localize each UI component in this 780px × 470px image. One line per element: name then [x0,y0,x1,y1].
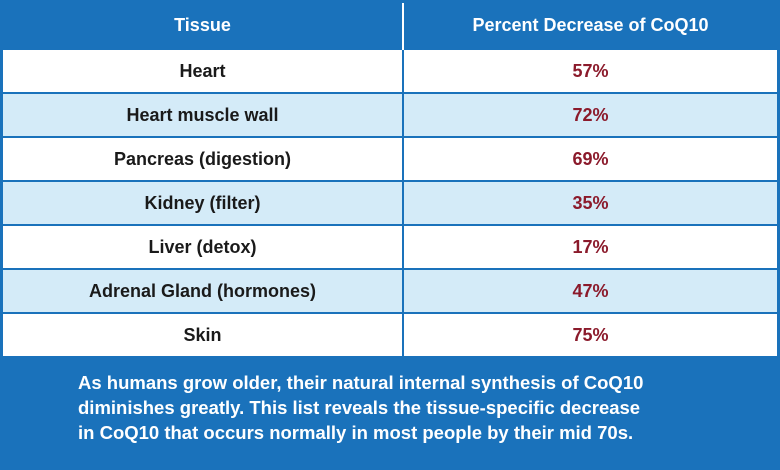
percent-cell: 35% [403,180,777,225]
coq10-table: Tissue Percent Decrease of CoQ10 Heart 5… [3,3,777,356]
tissue-cell: Kidney (filter) [3,180,404,225]
table-row: Kidney (filter) 35% [3,180,777,225]
tissue-cell: Liver (detox) [3,224,404,269]
table-row: Adrenal Gland (hormones) 47% [3,268,777,313]
caption-line: diminishes greatly. This list reveals th… [78,397,641,418]
table-row: Pancreas (digestion) 69% [3,136,777,181]
table-row: Heart 57% [3,48,777,93]
percent-cell: 17% [403,224,777,269]
tissue-cell: Pancreas (digestion) [3,136,404,181]
caption-line: As humans grow older, their natural inte… [78,372,644,393]
tissue-cell: Adrenal Gland (hormones) [3,268,404,313]
table-row: Skin 75% [3,312,777,356]
tissue-cell: Skin [3,312,404,356]
tissue-cell: Heart muscle wall [3,92,404,137]
column-header-tissue: Tissue [3,3,404,49]
caption-line: in CoQ10 that occurs normally in most pe… [78,422,634,443]
percent-cell: 75% [403,312,777,356]
table-header-row: Tissue Percent Decrease of CoQ10 [3,3,777,49]
percent-cell: 57% [403,48,777,93]
table-row: Heart muscle wall 72% [3,92,777,137]
column-header-percent: Percent Decrease of CoQ10 [403,3,777,49]
table-row: Liver (detox) 17% [3,224,777,269]
percent-cell: 72% [403,92,777,137]
tissue-cell: Heart [3,48,404,93]
percent-cell: 69% [403,136,777,181]
percent-cell: 47% [403,268,777,313]
caption-text: As humans grow older, their natural inte… [78,370,758,445]
